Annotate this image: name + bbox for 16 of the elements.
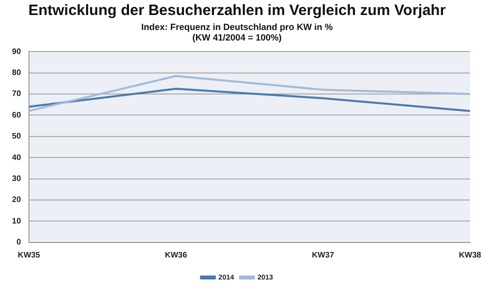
y-tick-label: 10 <box>12 216 22 226</box>
y-tick-label: 40 <box>12 152 22 162</box>
y-tick-label: 80 <box>12 68 22 78</box>
y-tick-label: 60 <box>12 110 22 120</box>
y-tick-label: 30 <box>12 174 22 184</box>
y-tick-label: 70 <box>12 89 22 98</box>
chart-title: Entwicklung der Besucherzahlen im Vergleich zum Vorjahr <box>28 2 446 20</box>
x-tick-label: KW37 <box>312 250 335 260</box>
y-tick-label: 0 <box>16 238 22 247</box>
y-tick-label: 90 <box>12 46 22 56</box>
x-tick-label: KW36 <box>164 250 188 260</box>
chart-subtitle: Index: Frequenz in Deutschland pro KW in % (KW 41/2004 = 100%) <box>141 22 333 43</box>
x-tick-label: KW35 <box>18 250 41 260</box>
y-tick-label: 50 <box>12 132 22 141</box>
x-tick-label: KW38 <box>458 250 482 260</box>
y-tick-label: 20 <box>12 195 22 204</box>
